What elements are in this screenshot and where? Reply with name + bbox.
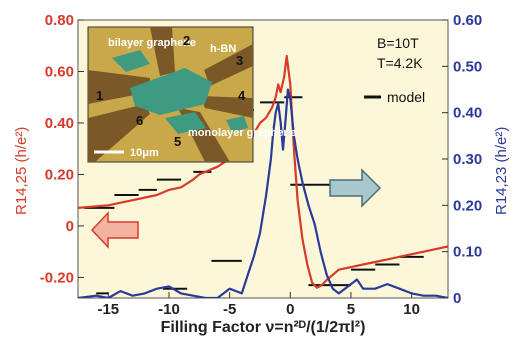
x-axis: -15 -10 -5 0 5 10 xyxy=(97,292,420,318)
device-inset: bilayer graphene h-BN monolayer graphene… xyxy=(87,26,296,163)
y-axis-left-label: R14,25 (h/e²) xyxy=(13,127,30,215)
y-left-tick-label: 0.80 xyxy=(45,12,74,29)
series-line xyxy=(78,54,448,289)
graphene-flake xyxy=(112,50,150,72)
series-line xyxy=(78,88,448,298)
contact-number: 1 xyxy=(96,88,103,103)
x-tick-label: -15 xyxy=(97,301,119,318)
y-left-tick-label: 0 xyxy=(66,218,74,235)
inset-label-bilayer: bilayer graphene xyxy=(108,37,196,49)
contact-pad xyxy=(204,44,253,86)
y-left-tick-label: -0.20 xyxy=(40,269,74,286)
contact-number: 6 xyxy=(136,113,143,128)
scale-bar-label: 10μm xyxy=(130,147,159,159)
y-right-tick-label: 0.40 xyxy=(453,105,482,122)
y-right-tick-label: 0.30 xyxy=(453,151,482,168)
x-tick-label: -10 xyxy=(158,301,180,318)
graphene-flake xyxy=(226,116,248,132)
contact-number: 5 xyxy=(174,134,181,149)
x-tick-label: 10 xyxy=(403,301,420,318)
contact-pad xyxy=(150,27,175,76)
contact-pad xyxy=(200,96,253,118)
left-axis-arrow-icon xyxy=(90,211,139,249)
y-left-tick-label: 0.60 xyxy=(45,63,74,80)
x-tick-label: -5 xyxy=(223,301,236,318)
legend: B=10T T=4.2K model xyxy=(364,35,425,105)
right-axis-arrow-icon xyxy=(329,168,382,208)
contact-number: 4 xyxy=(238,88,246,103)
legend-field: B=10T xyxy=(377,35,419,51)
y-right-tick-label: 0.10 xyxy=(453,244,482,261)
x-tick-label: 0 xyxy=(286,301,294,318)
x-tick-label: 5 xyxy=(347,301,355,318)
y-left-tick-label: 0.40 xyxy=(45,115,74,132)
legend-temperature: T=4.2K xyxy=(377,55,423,71)
graphene-flake xyxy=(165,112,206,134)
contact-number: 3 xyxy=(236,53,243,68)
x-axis-label: Filling Factor ν=n²ᴰ/(1/2πl²) xyxy=(161,319,366,336)
inset-label-hbn: h-BN xyxy=(210,43,236,55)
contact-pad xyxy=(88,104,150,162)
y-right-tick-label: 0.50 xyxy=(453,58,482,75)
y-axis-left: 0.80 0.60 0.40 0.20 0 -0.20 xyxy=(40,12,84,286)
y-right-tick-label: 0 xyxy=(453,290,461,307)
graphene-flake xyxy=(130,68,212,115)
y-axis-right: 0.60 0.50 0.40 0.30 0.20 0.10 0 xyxy=(442,12,482,307)
y-left-tick-label: 0.20 xyxy=(45,166,74,183)
legend-model: model xyxy=(387,89,425,105)
series-lines xyxy=(78,54,448,298)
contact-pad xyxy=(88,70,150,104)
y-axis-right-label: R14,23 (h/e²) xyxy=(493,127,510,215)
y-right-tick-label: 0.20 xyxy=(453,197,482,214)
y-right-tick-label: 0.60 xyxy=(453,12,482,29)
contact-number: 2 xyxy=(183,33,190,48)
inset-label-monolayer: monolayer graphene xyxy=(188,127,296,139)
